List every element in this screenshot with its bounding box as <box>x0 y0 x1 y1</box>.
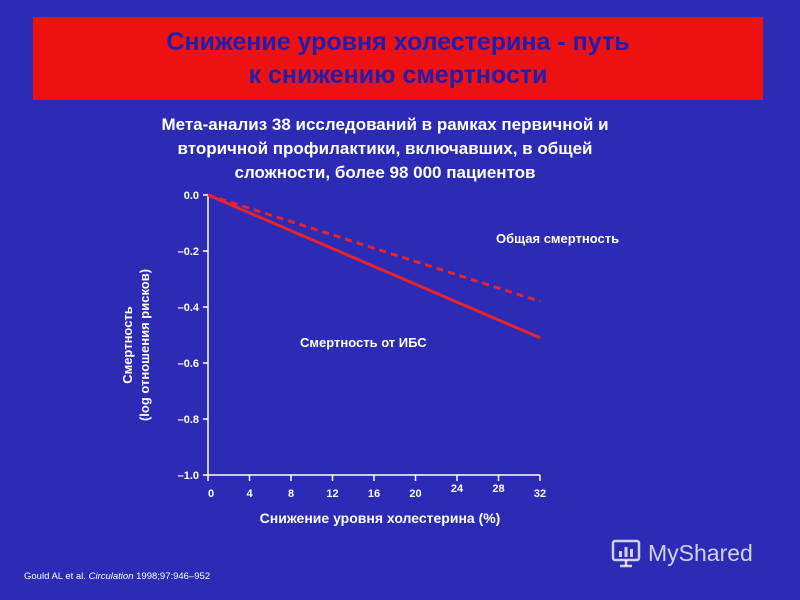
x-tick-label: 4 <box>246 488 253 500</box>
slide-title-line-1: Снижение уровня холестерина - путь <box>166 27 630 56</box>
subtitle-line-1: Мета-анализ 38 исследований в рамках пер… <box>161 115 609 134</box>
subtitle-line-2: вторичной профилактики, включавших, в об… <box>177 139 593 158</box>
x-tick-label: 24 <box>451 483 464 495</box>
series-line-chd-mortality <box>207 193 541 340</box>
series-line-total-mortality <box>207 193 541 303</box>
x-tick-label: 12 <box>326 488 338 500</box>
watermark: MyShared <box>610 537 753 569</box>
y-axis-label: Смертность (log отношения рисков) <box>119 269 153 421</box>
citation: Gould AL et al. Circulation 1998;97:946–… <box>24 571 210 582</box>
x-axis-label: Снижение уровня холестерина (%) <box>259 510 501 526</box>
x-tick-label: 16 <box>368 488 380 500</box>
y-axis-label-line-1: Смертность <box>120 306 135 384</box>
presentation-board-icon <box>611 539 641 568</box>
x-tick-label: 28 <box>492 483 504 495</box>
chart-ticks: 0.0 –0.2 –0.4 –0.6 –0.8 –1.0 0 4 8 12 16 20 24 28 32 <box>178 190 547 500</box>
x-tick-label: 32 <box>534 488 546 500</box>
watermark-text: MyShared <box>648 539 753 566</box>
y-tick-label: –0.6 <box>178 358 199 370</box>
y-tick-label: 0.0 <box>184 190 199 202</box>
title-banner: Снижение уровня холестерина - путь к сни… <box>33 17 763 100</box>
slide-subtitle: Мета-анализ 38 исследований в рамках пер… <box>60 113 710 185</box>
chart-series <box>207 193 541 340</box>
series-label: Смертность от ИБС <box>300 335 427 350</box>
y-tick-label: –0.4 <box>178 302 200 314</box>
citation-authors: Gould AL et al. <box>24 571 89 582</box>
citation-details: 1998;97:946–952 <box>133 571 211 582</box>
chart-series-labels: Общая смертность Смертность от ИБС <box>300 231 619 350</box>
y-axis-label-line-2: (log отношения рисков) <box>137 268 152 422</box>
x-tick-label: 8 <box>288 488 294 500</box>
citation-journal: Circulation <box>88 571 134 582</box>
y-tick-label: –1.0 <box>178 470 199 482</box>
x-tick-label: 0 <box>208 488 214 500</box>
series-label: Общая смертность <box>496 231 619 246</box>
x-tick-label: 20 <box>409 488 421 500</box>
subtitle-line-3: сложности, более 98 000 пациентов <box>234 163 536 182</box>
y-tick-label: –0.8 <box>178 414 199 426</box>
y-tick-label: –0.2 <box>178 246 199 258</box>
slide-title-line-2: к снижению смертности <box>248 60 548 89</box>
